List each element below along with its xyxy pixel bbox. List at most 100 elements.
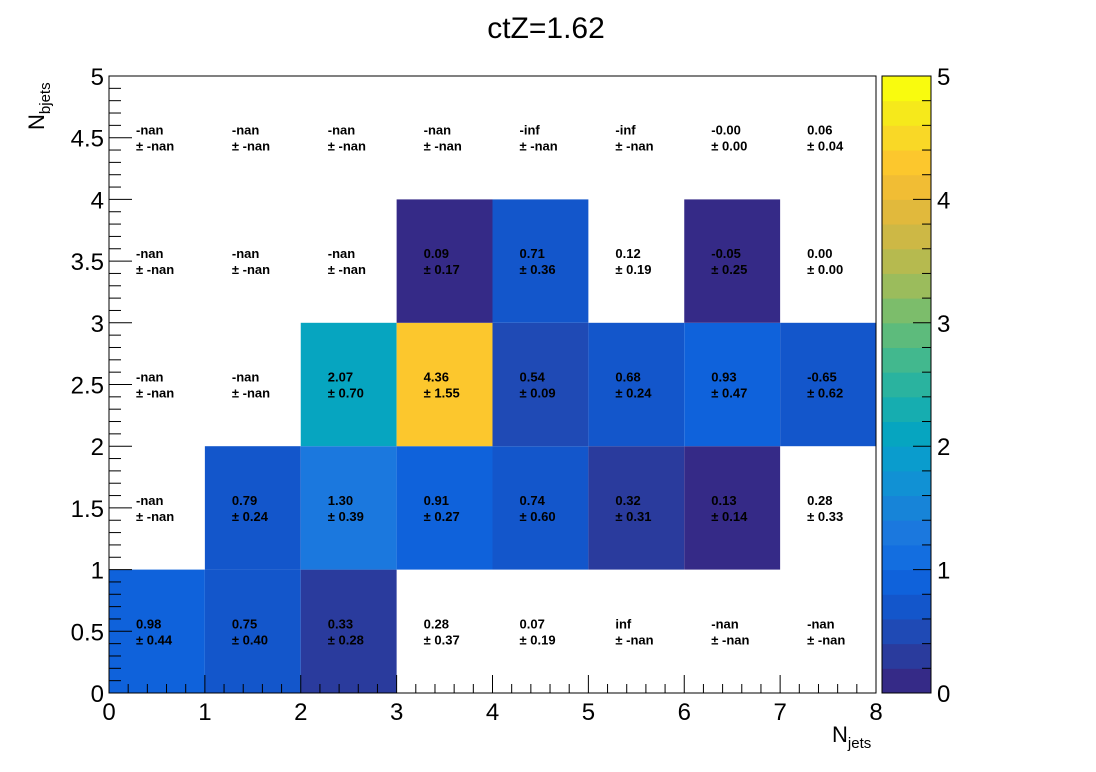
y-tick-label: 3 (91, 311, 104, 338)
cell-error-label: ± -nan (232, 139, 270, 154)
heatmap-cell (588, 322, 685, 447)
cell-error-label: ± 0.24 (232, 509, 269, 524)
palette-band (882, 470, 931, 497)
palette-frame (881, 75, 932, 694)
palette-band (882, 643, 931, 669)
x-axis-label: Njets (832, 722, 871, 752)
cell-value-label: -0.00 (711, 123, 741, 138)
cell-error-label: ± -nan (136, 139, 174, 154)
cell-error-label: ± 0.60 (520, 509, 556, 524)
palette-ticks: 0 1 2 3 4 5 (913, 64, 950, 708)
palette-band (882, 421, 931, 447)
cell-value-label: -nan (136, 370, 164, 385)
cell-value-label: 0.32 (615, 493, 640, 508)
palette-band (882, 125, 931, 151)
cell-value-label: 0.12 (615, 246, 640, 261)
cell-value-label: 0.33 (328, 616, 353, 631)
cell-error-label: ± 0.09 (520, 386, 556, 401)
palette-band (882, 150, 931, 176)
cell-error-label: ± 0.44 (136, 632, 173, 647)
cell-value-label: -inf (615, 123, 636, 138)
heatmap-cell (300, 446, 397, 570)
heatmap-cell (204, 446, 301, 570)
heatmap-cell (492, 199, 589, 323)
cell-value-label: -nan (328, 246, 356, 261)
cell-value-label: 2.07 (328, 370, 353, 385)
cell-error-label: ± -nan (136, 509, 174, 524)
cell-error-label: ± 0.14 (711, 509, 748, 524)
x-tick-label: 0 (102, 699, 115, 726)
cell-error-label: ± 0.70 (328, 386, 364, 401)
cell-value-label: inf (615, 616, 632, 631)
palette-band (882, 618, 931, 645)
cell-error-label: ± -nan (328, 262, 366, 277)
y-tick-label: 3.5 (71, 249, 104, 276)
cell-error-label: ± 0.37 (424, 632, 460, 647)
cell-error-label: ± -nan (424, 139, 462, 154)
cell-value-label: -nan (232, 246, 260, 261)
cell-value-label: 0.71 (520, 246, 545, 261)
palette-tick-label: 0 (937, 681, 950, 708)
x-tick-label: 4 (486, 699, 499, 726)
palette-band (882, 100, 931, 126)
cell-value-label: -nan (711, 616, 739, 631)
cell-value-label: -nan (807, 616, 835, 631)
cell-value-label: 4.36 (424, 370, 449, 385)
palette-band (882, 544, 931, 571)
cell-value-label: 0.07 (520, 616, 545, 631)
cell-value-label: -nan (136, 246, 164, 261)
x-tick-label: 8 (869, 699, 882, 726)
y-tick-label: 1.5 (71, 496, 104, 523)
cell-error-label: ± 0.17 (424, 262, 460, 277)
palette-band (882, 372, 931, 398)
cell-value-label: 0.79 (232, 493, 257, 508)
heatmap-cell (684, 446, 781, 570)
y-tick-label: 4 (91, 187, 104, 214)
palette-tick-label: 1 (937, 558, 950, 585)
cell-error-label: ± 0.24 (615, 386, 652, 401)
palette-band (882, 495, 931, 521)
cell-error-label: ± 0.19 (615, 262, 651, 277)
palette-tick-label: 5 (937, 64, 950, 91)
cell-value-label: 1.30 (328, 493, 353, 508)
cell-value-label: -nan (424, 123, 452, 138)
heatmap-cell (300, 322, 397, 447)
cell-value-label: 0.09 (424, 246, 449, 261)
cell-value-label: -0.65 (807, 370, 837, 385)
x-tick-label: 3 (390, 699, 403, 726)
cell-error-label: ± 0.33 (807, 509, 843, 524)
heatmap-cell (588, 446, 685, 570)
palette-band (882, 396, 931, 423)
cell-error-label: ± 0.27 (424, 509, 460, 524)
chart-title: ctZ=1.62 (487, 12, 605, 45)
cell-value-label: 0.54 (520, 370, 546, 385)
x-tick-label: 6 (678, 699, 691, 726)
heatmap-cell (396, 446, 493, 570)
heatmap-cell (300, 569, 397, 693)
x-tick-label: 1 (198, 699, 211, 726)
cell-error-label: ± 0.00 (711, 139, 747, 154)
cell-value-label: -nan (136, 493, 164, 508)
cell-value-label: 0.91 (424, 493, 449, 508)
y-tick-label: 5 (91, 64, 104, 91)
cell-value-label: 0.74 (520, 493, 546, 508)
palette-band (882, 668, 931, 694)
y-axis-label: Nbjets (24, 82, 54, 130)
palette-band (882, 174, 931, 200)
cell-value-label: -nan (232, 123, 260, 138)
cell-error-label: ± 0.19 (520, 632, 556, 647)
cells-layer (109, 199, 876, 693)
cell-value-label: -0.05 (711, 246, 741, 261)
cell-error-label: ± 0.31 (615, 509, 651, 524)
heatmap-cell (396, 322, 493, 447)
cell-error-label: ± 0.28 (328, 632, 364, 647)
cell-value-label: 0.98 (136, 616, 161, 631)
cell-error-label: ± -nan (615, 632, 653, 647)
cell-value-label: -inf (520, 123, 541, 138)
cell-value-label: 0.93 (711, 370, 736, 385)
palette-band (882, 76, 931, 102)
cell-error-label: ± -nan (615, 139, 653, 154)
palette-band (882, 224, 931, 250)
cell-error-label: ± -nan (520, 139, 558, 154)
